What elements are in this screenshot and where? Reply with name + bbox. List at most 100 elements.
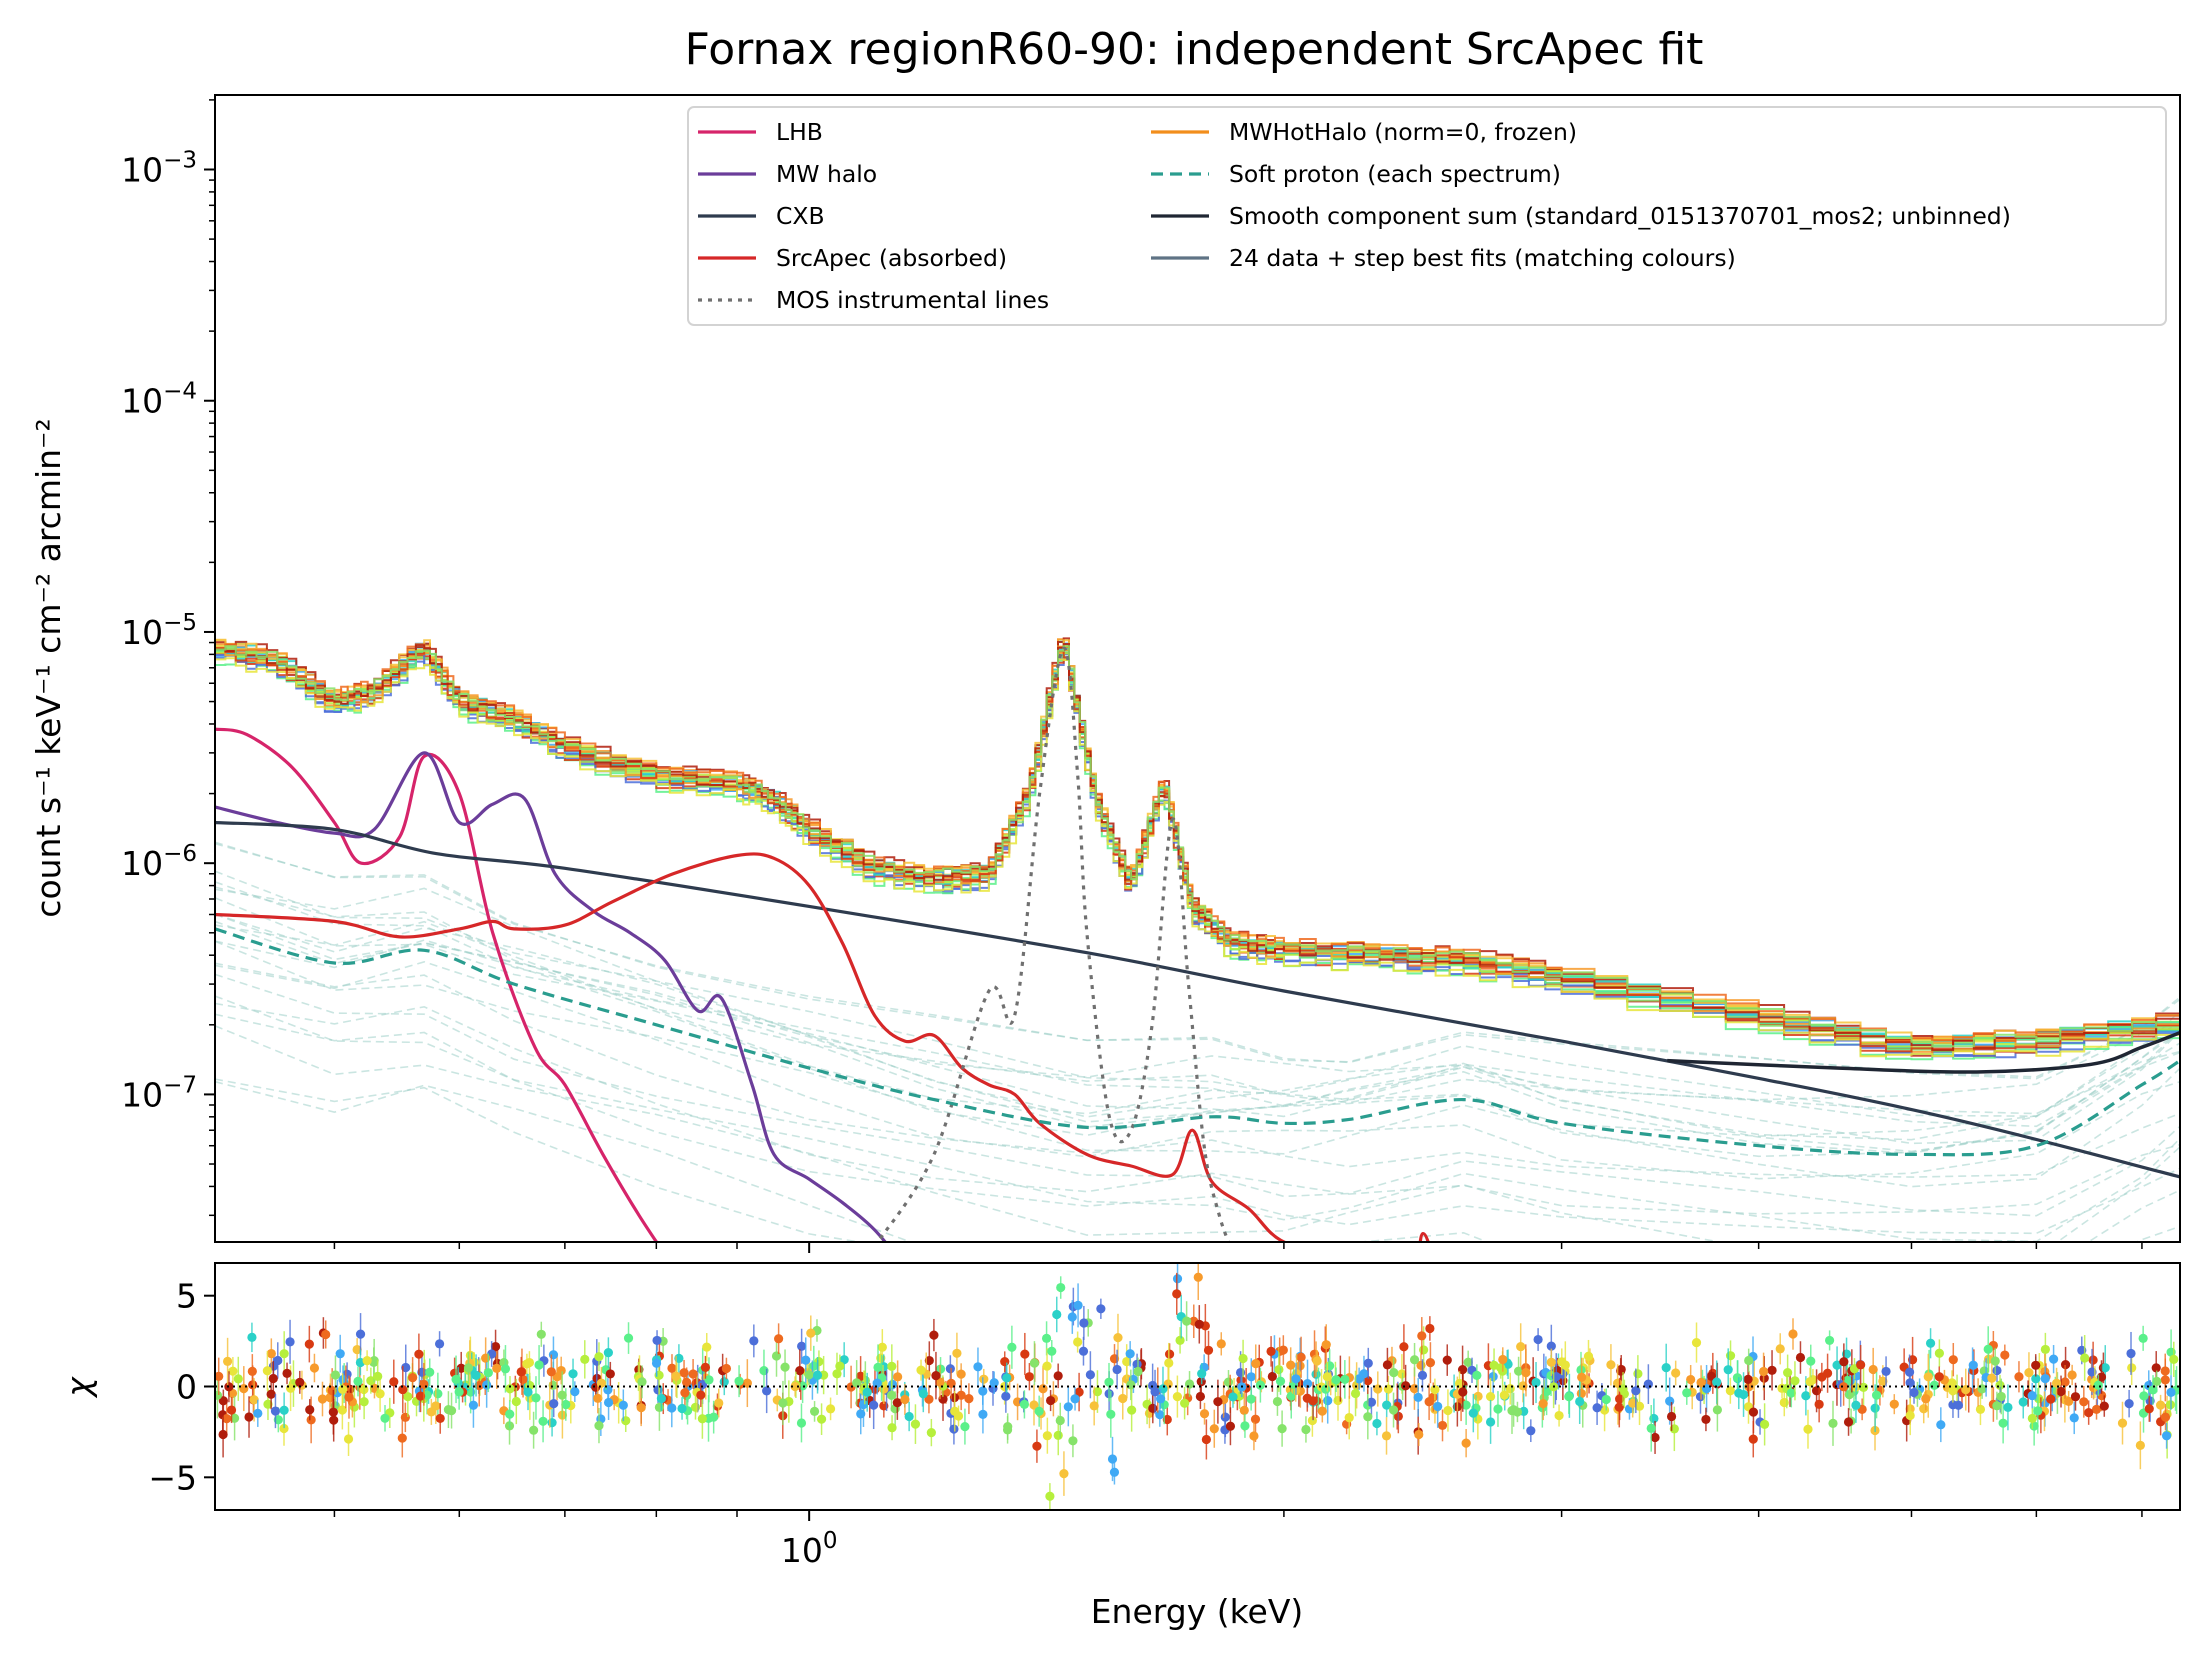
residual-point <box>1401 1381 1411 1391</box>
residual-point <box>852 1378 862 1388</box>
residual-point <box>1213 1397 1223 1407</box>
y-tick-label: 10−4 <box>121 379 197 421</box>
residual-point <box>1182 1316 1192 1326</box>
residual-point <box>1344 1413 1354 1423</box>
residual-point <box>1839 1357 1849 1367</box>
residual-point <box>222 1414 232 1424</box>
residual-point <box>1312 1356 1322 1366</box>
residual-point <box>268 1373 278 1384</box>
residual-point <box>1002 1425 1013 1435</box>
residual-point <box>1575 1396 1585 1407</box>
residual-point <box>1921 1394 1931 1404</box>
residual-point <box>688 1369 698 1379</box>
residual-point <box>873 1362 883 1372</box>
residual-point <box>397 1433 407 1443</box>
residual-point <box>1870 1403 1880 1413</box>
residual-point <box>1485 1392 1496 1402</box>
residual-point <box>373 1371 383 1381</box>
legend-label: Soft proton (each spectrum) <box>1229 160 1561 188</box>
residual-point <box>556 1365 566 1376</box>
residual-point <box>1122 1356 1132 1367</box>
residual-point <box>806 1328 816 1338</box>
residual-point <box>2139 1391 2149 1401</box>
residual-point <box>1805 1377 1815 1387</box>
residual-point <box>1665 1396 1675 1406</box>
residual-point <box>1042 1431 1052 1441</box>
residual-point <box>1712 1405 1722 1415</box>
residual-point <box>1053 1430 1063 1440</box>
residual-point <box>330 1370 341 1380</box>
residual-point <box>1871 1390 1882 1400</box>
residual-point <box>1307 1415 1317 1426</box>
residual-point <box>1531 1377 1541 1388</box>
residual-point <box>1725 1386 1735 1396</box>
residual-point <box>1953 1400 1964 1410</box>
residual-point <box>2091 1404 2102 1414</box>
residual-y-tick-label: 0 <box>176 1368 197 1407</box>
legend-label: Smooth component sum (standard_015137070… <box>1229 202 2011 230</box>
residual-point <box>434 1339 445 1349</box>
residual-point <box>2088 1355 2098 1365</box>
residual-point <box>1073 1300 1083 1310</box>
residual-point <box>2166 1387 2176 1397</box>
residual-point <box>1251 1359 1261 1369</box>
soft-proton-spectrum-curve <box>215 913 2180 1141</box>
residual-point <box>1223 1377 1234 1387</box>
residual-point <box>1542 1386 1552 1397</box>
residual-point <box>244 1412 254 1422</box>
residual-point <box>282 1368 292 1379</box>
residual-point <box>1363 1412 1373 1422</box>
residual-point <box>435 1413 445 1424</box>
residual-point <box>1164 1358 1174 1368</box>
residual-point <box>2040 1373 2050 1384</box>
residual-point <box>1425 1358 1436 1368</box>
soft-proton-spectrum-curve <box>215 841 2180 1080</box>
legend-label: SrcApec (absorbed) <box>776 244 1007 272</box>
residual-point <box>1381 1431 1392 1441</box>
residual-point <box>945 1364 955 1374</box>
residual-point <box>1158 1384 1168 1394</box>
residual-point <box>1085 1370 1095 1380</box>
series-lhb <box>215 727 659 1242</box>
soft-proton-spectrum-curve <box>215 960 2180 1180</box>
residual-point <box>1038 1384 1048 1394</box>
residual-point <box>667 1363 677 1373</box>
residual-point <box>762 1386 772 1396</box>
residual-point <box>700 1362 711 1372</box>
residual-point <box>215 1371 224 1381</box>
residual-point <box>1067 1312 1077 1322</box>
residual-point <box>1437 1420 1448 1431</box>
soft-proton-spectrum-curve <box>215 881 2180 1128</box>
residual-points <box>215 1263 2180 1510</box>
residual-point <box>2084 1408 2094 1418</box>
residual-point <box>337 1405 347 1415</box>
residual-point <box>1238 1353 1248 1364</box>
residual-point <box>1923 1372 1933 1382</box>
residual-point <box>653 1385 663 1395</box>
residual-point <box>1878 1376 1888 1386</box>
residual-point <box>869 1400 879 1410</box>
residual-point <box>1092 1386 1103 1397</box>
residual-point <box>2018 1397 2028 1407</box>
residual-point <box>1790 1376 1800 1386</box>
x-tick-label: 100 <box>781 1528 838 1570</box>
residual-point <box>408 1372 418 1383</box>
residual-point <box>2031 1360 2041 1370</box>
residual-point <box>474 1380 484 1391</box>
residual-point <box>1650 1432 1660 1443</box>
residual-point <box>1331 1375 1341 1385</box>
residual-point <box>1078 1346 1089 1356</box>
residual-point <box>516 1367 526 1377</box>
residual-point <box>1458 1387 1468 1397</box>
data-step-fit <box>215 645 2180 1048</box>
residual-point <box>218 1396 228 1406</box>
series-soft-proton-each-spectrum <box>215 927 2180 1157</box>
residual-point <box>1155 1410 1165 1420</box>
residual-point <box>1775 1344 1785 1354</box>
residual-point <box>1801 1391 1811 1401</box>
residual-point <box>816 1414 827 1424</box>
residual-point <box>505 1409 515 1419</box>
data-step-fit <box>215 637 2180 1041</box>
residual-point <box>523 1387 533 1397</box>
